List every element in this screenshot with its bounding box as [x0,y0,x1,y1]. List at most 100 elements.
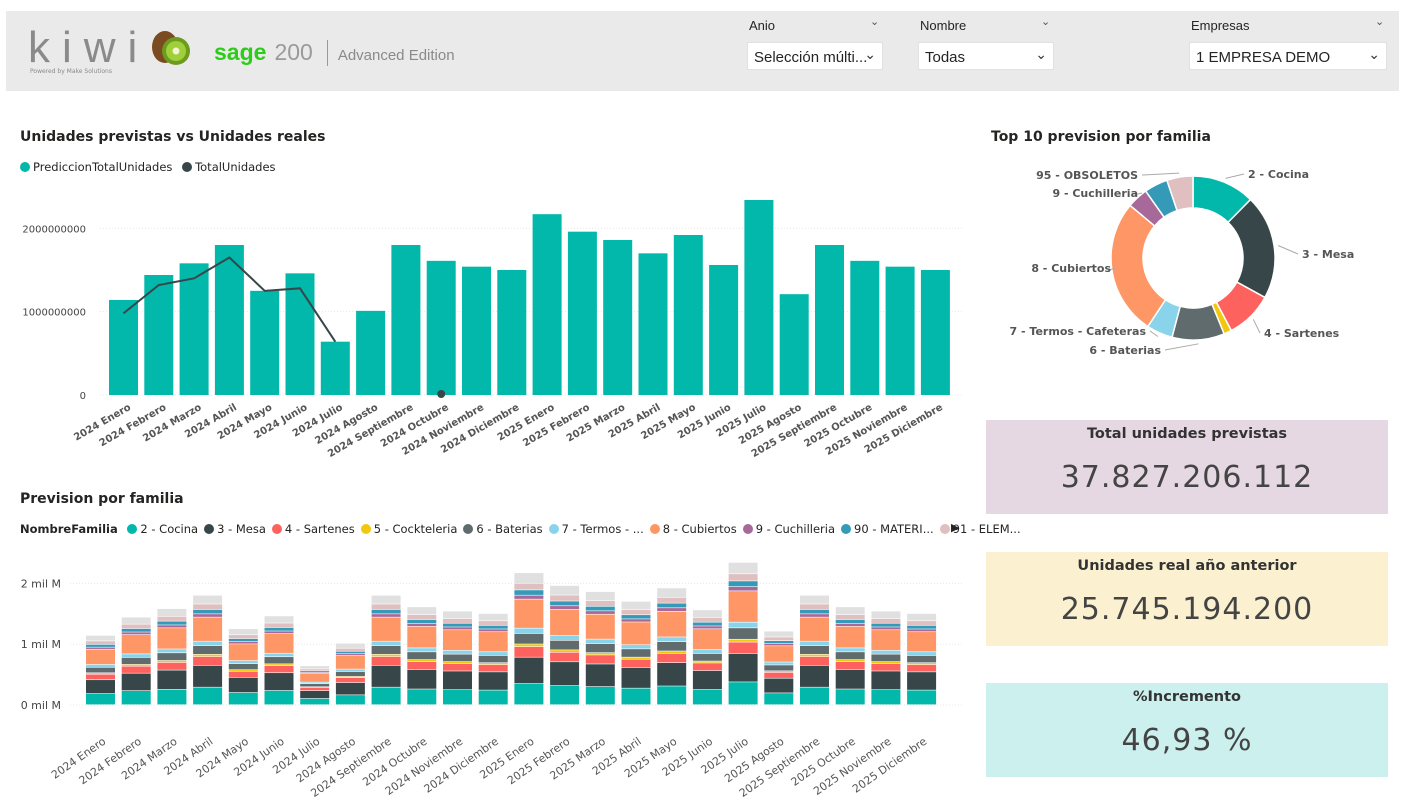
legend-item-familia[interactable]: 9 - Cuchilleria [742,522,835,536]
legend-item-familia[interactable]: 4 - Sartenes [271,522,355,536]
stack-segment [550,606,580,610]
stack-segment [692,689,722,705]
legend-label: PrediccionTotalUnidades [33,160,173,174]
chevron-down-icon[interactable]: ⌄ [1041,15,1051,28]
stack-segment [871,650,901,654]
stack-segment [157,689,187,705]
bar-prediccion [920,270,950,395]
slicer-empresas-dropdown[interactable]: 1 EMPRESA DEMO ⌄ [1189,42,1387,70]
stack-segment [907,629,937,632]
slicer-anio-label: Anio [749,18,776,33]
stack-segment [621,622,651,645]
stack-segment [407,652,437,660]
bar-prediccion [532,214,562,395]
stack-segment [585,664,615,687]
stack-segment [371,609,401,614]
bar-prediccion [462,266,491,395]
stack-segment [86,664,115,667]
stack-segment [692,661,722,663]
stack-segment [157,608,187,617]
donut-label: 95 - OBSOLETOS [1036,169,1138,182]
stack-segment [86,667,115,673]
legend-label: 6 - Baterias [476,522,543,536]
stack-segment [692,670,722,690]
legend-item-familia[interactable]: 90 - MATERI... [841,522,934,536]
chevron-down-icon[interactable]: ⌄ [870,15,880,28]
card-title: Unidades real año anterior [1077,558,1297,574]
stack-segment [585,591,615,601]
stack-segment [550,635,580,641]
stack-segment [443,654,472,662]
legend-item-familia[interactable]: 2 - Cocina [127,522,198,536]
stack-segment [728,622,758,628]
legend-item-familia[interactable]: 91 - ELEM... [939,522,1021,536]
stack-segment [907,655,937,663]
stack-segment [300,673,330,682]
stack-segment [657,686,687,705]
chart-units-title: Unidades previstas vs Unidades reales [20,129,326,145]
stack-segment [157,628,187,649]
donut-label: 6 - Baterias [1089,344,1161,357]
stack-segment [157,649,187,653]
stack-segment [371,645,401,655]
stack-segment [835,689,865,705]
card-title: %Incremento [1133,689,1241,705]
stack-segment [228,670,258,671]
stack-segment [514,633,544,644]
legend-item-familia[interactable]: 6 - Baterias [463,522,543,536]
legend-item-familia[interactable]: 5 - Cockteleria [360,522,457,536]
card-total-previstas: Total unidades previstas 37.827.206.112 [986,420,1388,514]
stack-segment [86,674,115,680]
slicer-anio-value: Selección múlti... [754,49,868,66]
bar-prediccion [214,245,244,395]
stack-segment [585,655,615,664]
stack-segment [728,628,758,639]
stack-segment [478,690,508,705]
stack-segment [907,690,937,705]
stack-segment [300,671,330,673]
legend-label: 8 - Cubiertos [662,522,737,536]
stack-segment [621,615,651,619]
donut-slice [1227,198,1276,299]
stack-segment [121,634,151,654]
stack-segment [121,664,151,666]
donut-top-familia[interactable]: 2 - Cocina 3 - Mesa 4 - Sartenes 6 - Bateri… [986,150,1396,370]
stack-segment [764,672,794,678]
legend-item-prediccion[interactable]: PrediccionTotalUnidades [20,160,172,174]
stack-segment [907,652,937,656]
stack-segment [407,661,437,670]
stack-segment [86,649,115,665]
stack-segment [264,664,294,666]
leader-line [1164,343,1199,351]
legend-item-familia[interactable]: 8 - Cubiertos [649,522,737,536]
stack-segment [335,669,365,672]
donut-label: 3 - Mesa [1302,248,1354,261]
logo-divider [326,40,328,66]
triangle-right-icon[interactable]: ▶ [951,521,960,534]
stack-segment [157,653,187,661]
edition-label: Advanced Edition [337,47,455,64]
chevron-down-icon[interactable]: ⌄ [1375,15,1385,28]
kiwi-logo: kiwi Powered by Make Solutions [28,19,208,83]
stack-segment [692,653,722,661]
stack-segment [514,683,544,705]
stack-segment [264,653,294,657]
kiwi-tagline: Powered by Make Solutions [30,68,112,75]
legend-item-familia[interactable]: 3 - Mesa [204,522,266,536]
stack-segment [692,626,722,629]
slicer-anio-dropdown[interactable]: Selección múlti... ⌄ [747,42,883,70]
stack-segment [407,669,437,689]
stack-segment [692,622,722,626]
stack-segment [835,669,865,689]
legend-item-total[interactable]: TotalUnidades [182,160,276,174]
chart-family-title: Prevision por familia [20,491,184,507]
donut-label: 7 - Termos - Cafeteras [1010,325,1147,338]
slicer-nombre-dropdown[interactable]: Todas ⌄ [918,42,1054,70]
leader-line [1141,172,1180,176]
donut-title: Top 10 prevision por familia [991,129,1211,145]
stack-segment [193,604,223,610]
stack-segment [764,637,794,641]
legend-item-familia[interactable]: 7 - Termos - ... [548,522,644,536]
